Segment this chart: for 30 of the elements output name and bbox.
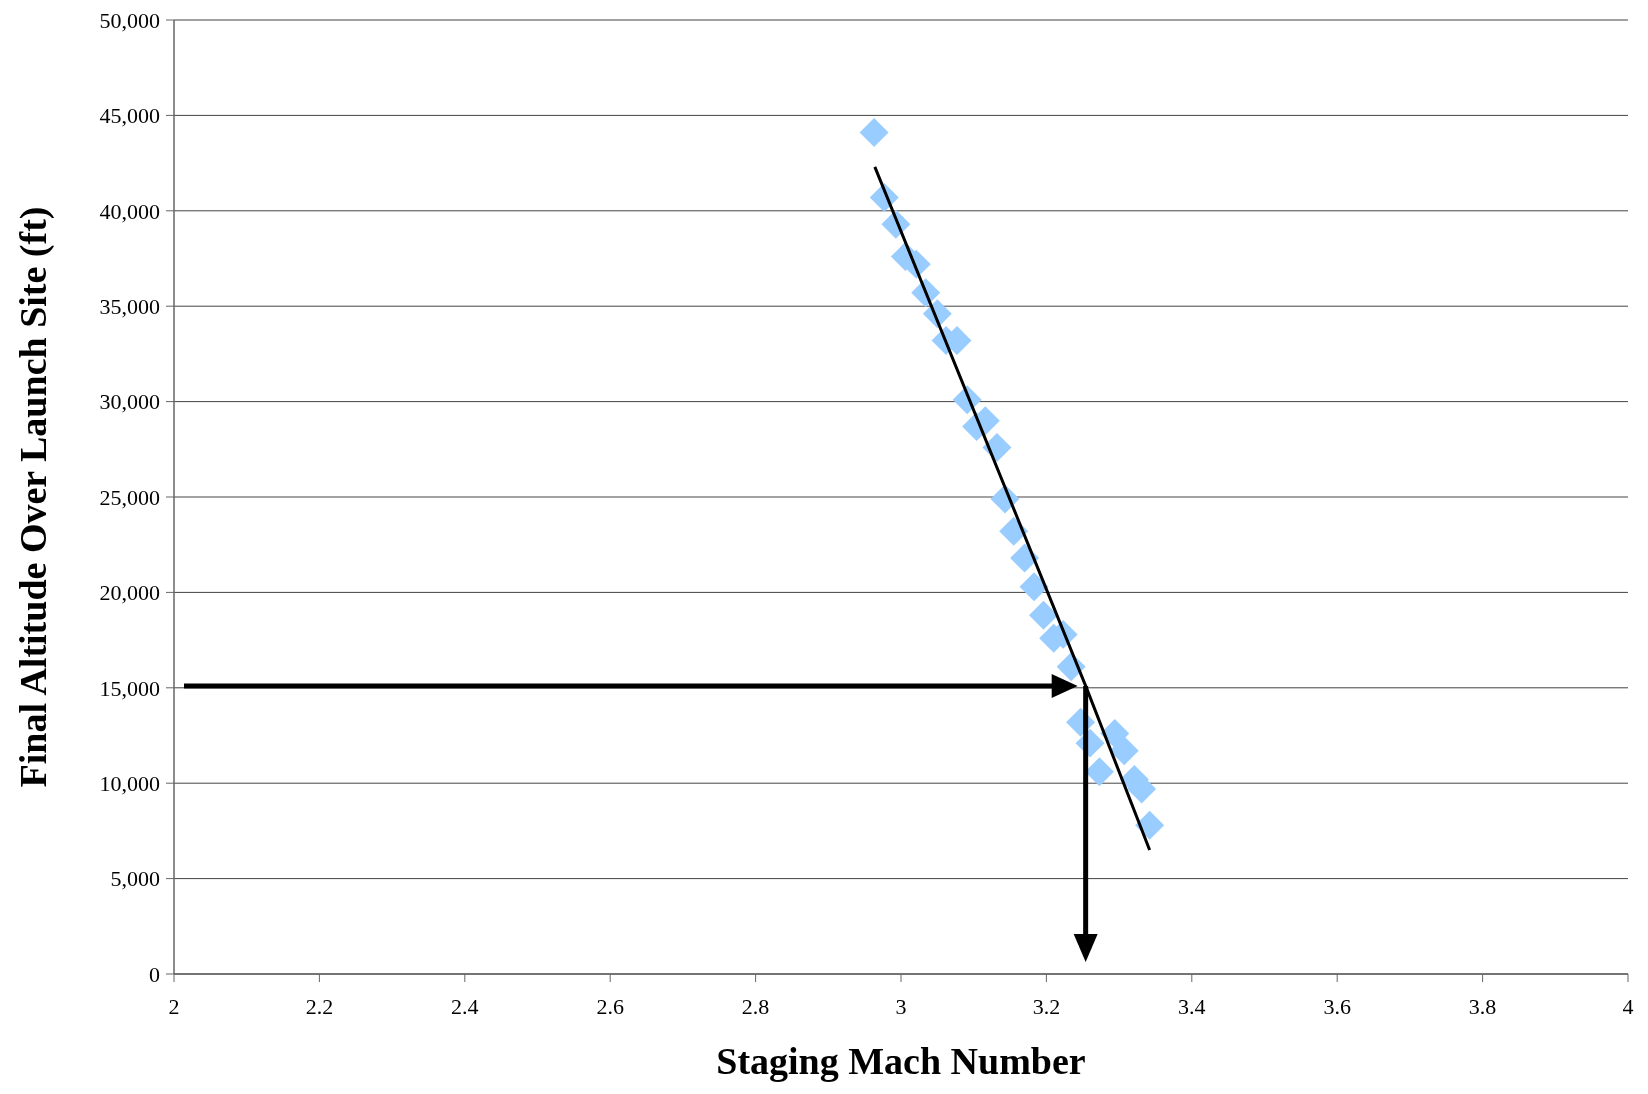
point (859, 118, 889, 148)
x-tick-label: 3.2 (1032, 994, 1061, 1019)
point (1135, 810, 1165, 840)
x-tick-label: 2 (168, 994, 180, 1019)
y-axis-title: Final Altitude Over Launch Site (ft) (12, 206, 55, 788)
x-tick-label: 2.8 (741, 994, 770, 1019)
point (999, 516, 1029, 546)
x-tick-label: 3.4 (1178, 994, 1206, 1019)
point (1109, 736, 1139, 766)
point (1029, 600, 1058, 630)
y-tick-label: 20,000 (99, 580, 160, 606)
y-tick-label: 10,000 (99, 770, 160, 796)
x-tick-label: 3.8 (1468, 994, 1497, 1019)
y-tick-label: 45,000 (99, 103, 160, 129)
x-tick-label: 2.4 (451, 994, 479, 1019)
point (1019, 572, 1049, 602)
x-axis-title: Staging Mach Number (716, 1040, 1086, 1082)
x-tick-label: 4 (1622, 994, 1634, 1019)
x-tick-label: 3.6 (1323, 994, 1351, 1019)
x-tick-label: 2.6 (596, 994, 624, 1019)
y-tick-label: 15,000 (99, 675, 160, 701)
y-tick-label: 25,000 (99, 484, 160, 510)
y-tick-label: 0 (149, 961, 160, 987)
y-tick-label: 50,000 (99, 7, 160, 33)
x-tick-label: 2.2 (305, 994, 334, 1019)
y-tick-label: 35,000 (99, 293, 160, 319)
y-tick-label: 30,000 (99, 389, 160, 415)
y-tick-label: 40,000 (99, 198, 160, 224)
y-tick-label: 5,000 (110, 866, 160, 892)
x-tick-label: 3 (895, 994, 907, 1019)
